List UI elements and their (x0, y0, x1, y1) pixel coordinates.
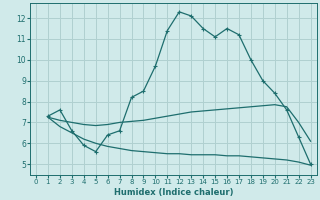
X-axis label: Humidex (Indice chaleur): Humidex (Indice chaleur) (114, 188, 233, 197)
